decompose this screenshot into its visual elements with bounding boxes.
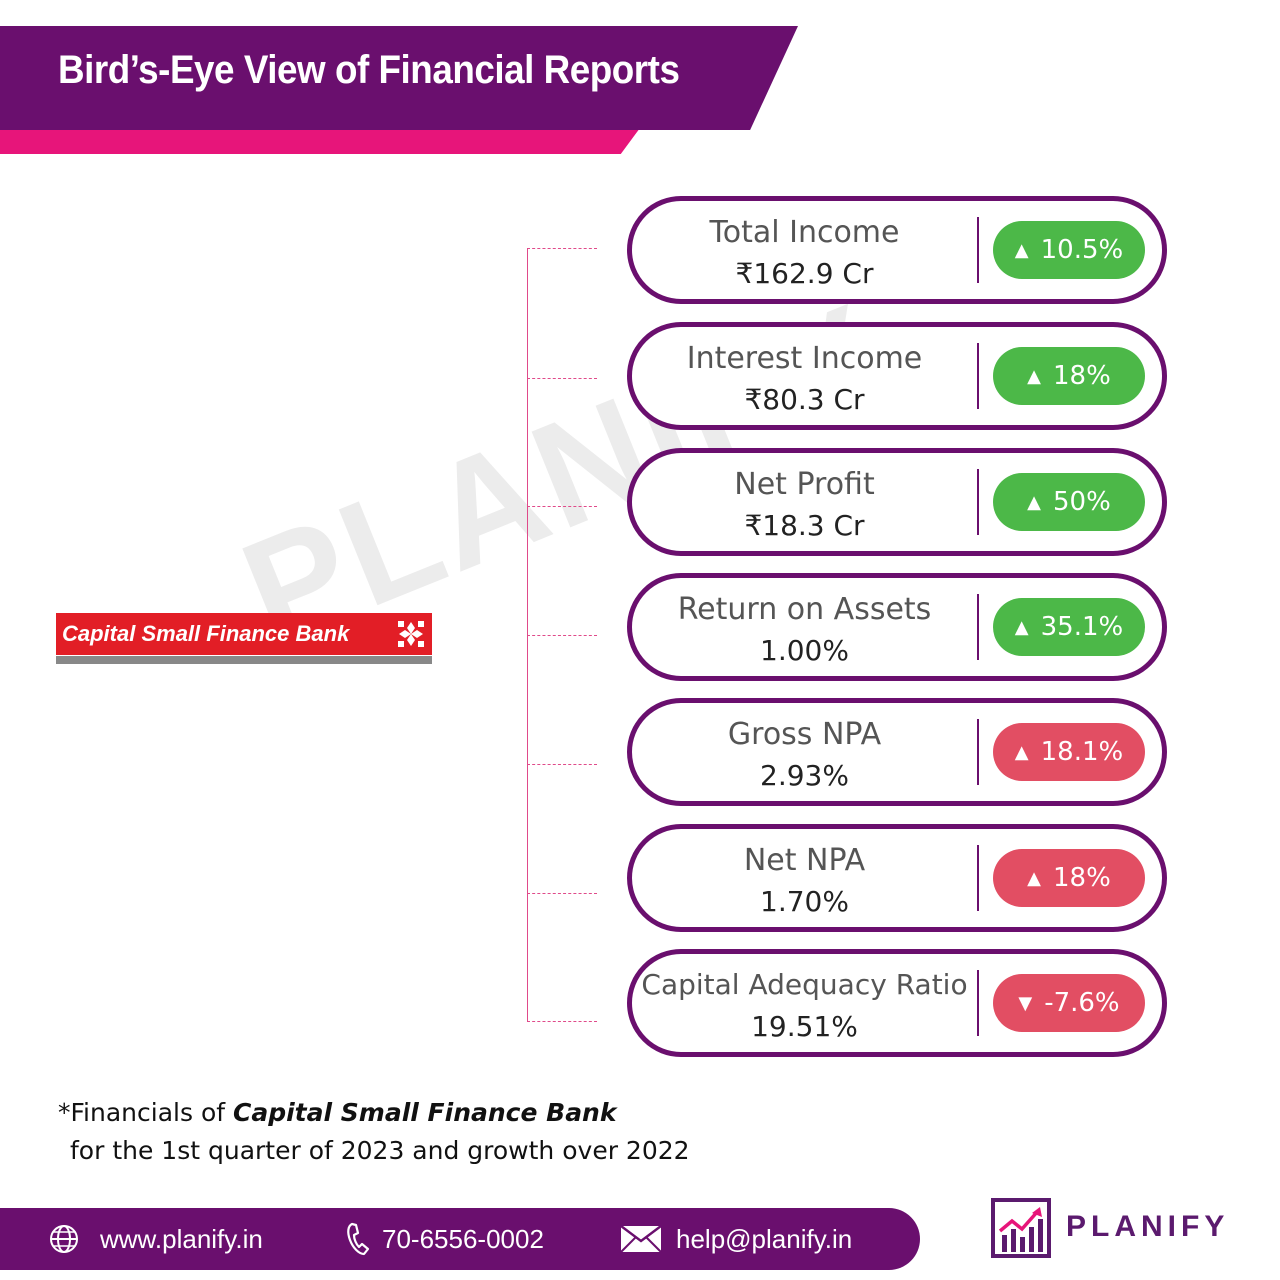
metric-card-total-income: Total Income ₹162.9 Cr ▲ 10.5% [627, 196, 1167, 304]
metric-card-gross-npa: Gross NPA 2.93% ▲ 18.1% [627, 698, 1167, 806]
metric-label: Total Income [709, 215, 900, 250]
card-divider [977, 594, 979, 660]
connector-branch [527, 893, 597, 894]
footer-bar: www.planify.in 70-6556-0002 help@planify… [0, 1208, 920, 1270]
change-badge: ▲ 35.1% [993, 598, 1145, 656]
footnote-bank-name: Capital Small Finance Bank [233, 1098, 617, 1127]
metric-value: ₹18.3 Cr [744, 509, 865, 542]
globe-icon [50, 1225, 78, 1253]
card-divider [977, 217, 979, 283]
metric-value: ₹80.3 Cr [744, 383, 865, 416]
bank-emblem-icon [396, 619, 426, 649]
bank-logo: Capital Small Finance Bank [56, 613, 432, 665]
header-accent-stripe [0, 128, 640, 154]
metric-label: Gross NPA [727, 717, 882, 752]
change-badge: ▼ -7.6% [993, 974, 1145, 1032]
metric-card-capital-adequacy-ratio: Capital Adequacy Ratio 19.51% ▼ -7.6% [627, 949, 1167, 1057]
metric-label: Net NPA [743, 843, 866, 878]
arrow-up-icon: ▲ [1027, 867, 1042, 889]
footnote: *Financials of Capital Small Finance Ban… [58, 1094, 690, 1170]
change-badge: ▲ 10.5% [993, 221, 1145, 279]
metric-card-net-npa: Net NPA 1.70% ▲ 18% [627, 824, 1167, 932]
change-badge: ▲ 18.1% [993, 723, 1145, 781]
metric-value: 19.51% [751, 1010, 858, 1043]
footer-phone-text: 70-6556-0002 [382, 1223, 544, 1254]
connector-branch [527, 1021, 597, 1022]
footnote-prefix: *Financials of [58, 1098, 233, 1127]
change-value: 50% [1053, 487, 1111, 517]
bank-logo-text: Capital Small Finance Bank [62, 621, 350, 646]
card-divider [977, 845, 979, 911]
connector-branch [527, 378, 597, 379]
change-value: 18.1% [1040, 737, 1124, 767]
header-banner [0, 26, 798, 130]
planify-brand-name: PLANIFY [1066, 1210, 1230, 1243]
change-value: -7.6% [1044, 988, 1120, 1018]
footnote-line-1: *Financials of Capital Small Finance Ban… [58, 1094, 690, 1132]
metric-label: Return on Assets [677, 592, 932, 627]
change-value: 10.5% [1040, 235, 1124, 265]
arrow-down-icon: ▼ [1018, 992, 1033, 1014]
arrow-up-icon: ▲ [1027, 365, 1042, 387]
metric-card-net-profit: Net Profit ₹18.3 Cr ▲ 50% [627, 448, 1167, 556]
footer-website-link[interactable]: www.planify.in [48, 1208, 263, 1270]
footnote-line-2: for the 1st quarter of 2023 and growth o… [70, 1136, 690, 1165]
planify-logo-icon [991, 1198, 1051, 1258]
bank-logo-underline [56, 656, 432, 664]
arrow-up-icon: ▲ [1027, 491, 1042, 513]
change-badge: ▲ 18% [993, 849, 1145, 907]
connector-branch [527, 764, 597, 765]
card-divider [977, 970, 979, 1036]
card-divider [977, 469, 979, 535]
metric-value: ₹162.9 Cr [735, 257, 874, 290]
footer-website-text: www.planify.in [100, 1223, 263, 1254]
card-divider [977, 719, 979, 785]
metric-card-interest-income: Interest Income ₹80.3 Cr ▲ 18% [627, 322, 1167, 430]
change-badge: ▲ 18% [993, 347, 1145, 405]
metric-value: 1.00% [760, 634, 849, 667]
change-value: 18% [1053, 361, 1111, 391]
change-value: 35.1% [1040, 612, 1124, 642]
arrow-up-icon: ▲ [1014, 616, 1029, 638]
metric-label: Interest Income [686, 341, 923, 376]
bank-logo-bar: Capital Small Finance Bank [56, 613, 432, 655]
change-badge: ▲ 50% [993, 473, 1145, 531]
footer-email-text: help@planify.in [676, 1223, 853, 1254]
connector-branch [527, 506, 597, 507]
connector-branch [527, 248, 597, 249]
connector-branch [527, 635, 597, 636]
footer-email-link[interactable]: help@planify.in [620, 1208, 852, 1270]
phone-icon [347, 1222, 370, 1256]
change-value: 18% [1053, 863, 1111, 893]
arrow-up-icon: ▲ [1014, 239, 1029, 261]
metric-value: 2.93% [760, 759, 849, 792]
metric-label: Capital Adequacy Ratio [641, 968, 968, 1001]
card-divider [977, 343, 979, 409]
footer-phone-link[interactable]: 70-6556-0002 [346, 1208, 544, 1270]
mail-icon [620, 1225, 662, 1253]
page-title: Bird’s-Eye View of Financial Reports [58, 48, 680, 92]
metric-label: Net Profit [734, 467, 875, 502]
metric-value: 1.70% [760, 885, 849, 918]
metric-card-return-on-assets: Return on Assets 1.00% ▲ 35.1% [627, 573, 1167, 681]
arrow-up-icon: ▲ [1014, 741, 1029, 763]
